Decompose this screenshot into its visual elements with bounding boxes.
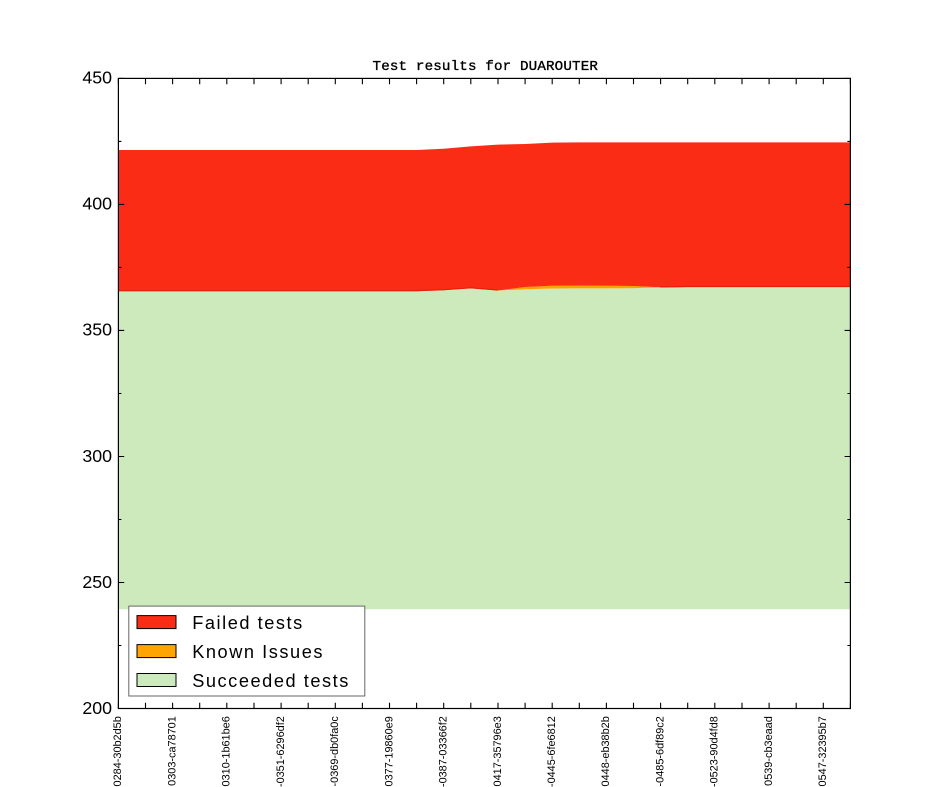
svg-text:0417-35796e3: 0417-35796e3 — [492, 716, 504, 786]
svg-text:350: 350 — [82, 320, 112, 340]
svg-text:0377-19860e9: 0377-19860e9 — [383, 716, 395, 786]
svg-text:Succeeded tests: Succeeded tests — [192, 671, 350, 691]
svg-text:Test results for DUAROUTER: Test results for DUAROUTER — [373, 59, 599, 75]
svg-text:-0445-6fe6812: -0445-6fe6812 — [546, 716, 558, 787]
svg-text:-0387-03366f2: -0387-03366f2 — [438, 716, 450, 787]
svg-text:0303-ca78701: 0303-ca78701 — [166, 716, 178, 786]
svg-text:-0369-db0fa0c: -0369-db0fa0c — [329, 716, 341, 787]
svg-text:200: 200 — [82, 698, 112, 718]
svg-text:Failed tests: Failed tests — [192, 613, 304, 633]
svg-text:250: 250 — [82, 572, 112, 592]
svg-text:400: 400 — [82, 194, 112, 214]
svg-text:Known Issues: Known Issues — [192, 642, 324, 662]
svg-text:-0523-90d4fd8: -0523-90d4fd8 — [709, 716, 721, 787]
svg-text:0539-cb3eaad: 0539-cb3eaad — [763, 716, 775, 786]
svg-text:300: 300 — [82, 446, 112, 466]
svg-text:450: 450 — [82, 68, 112, 88]
svg-text:-0351-6296df2: -0351-6296df2 — [275, 716, 287, 787]
svg-text:0284-30b2d5b: 0284-30b2d5b — [112, 716, 124, 786]
svg-text:0547-32395b7: 0547-32395b7 — [817, 716, 829, 786]
svg-text:0448-eb38b2b: 0448-eb38b2b — [600, 716, 612, 786]
svg-text:-0485-6df89c2: -0485-6df89c2 — [654, 716, 666, 786]
svg-text:0310-1b61be6: 0310-1b61be6 — [221, 716, 233, 786]
